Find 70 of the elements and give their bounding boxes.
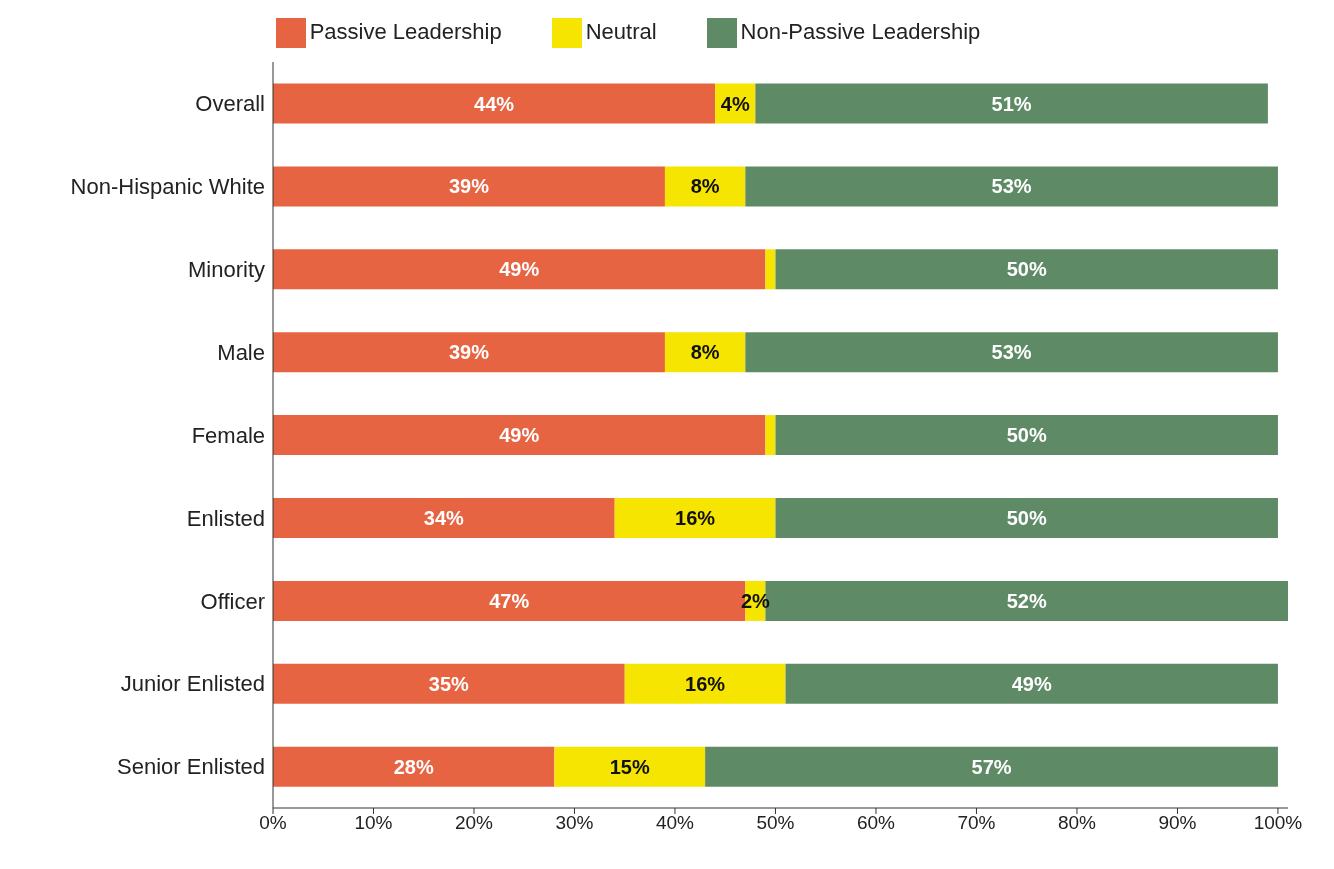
bar: [765, 249, 776, 290]
data-label: 53%: [991, 341, 1032, 364]
bar: [745, 332, 1278, 373]
data-label: 28%: [393, 755, 434, 778]
data-label: 8%: [690, 175, 720, 198]
x-tick-label: 70%: [957, 812, 996, 834]
data-label: 16%: [675, 507, 716, 529]
legend-label: Non-Passive Leadership: [740, 18, 981, 44]
bar: [273, 83, 716, 124]
data-label: 53%: [991, 175, 1032, 198]
data-label: 35%: [428, 672, 470, 695]
bar: [614, 498, 776, 538]
bar: [745, 166, 1278, 207]
bar: [775, 498, 1278, 538]
x-tick-label: 30%: [555, 812, 594, 834]
data-label: 49%: [499, 424, 540, 447]
y-tick-label: Officer: [200, 588, 265, 614]
x-tick-label: 90%: [1158, 812, 1197, 834]
bar: [273, 663, 625, 704]
data-label: 49%: [1011, 672, 1052, 695]
bar: [664, 166, 746, 207]
bar: [664, 332, 746, 373]
legend-label: Neutral: [585, 18, 657, 44]
data-label: 50%: [1006, 424, 1047, 447]
bar: [785, 663, 1278, 704]
data-label: 44%: [474, 92, 515, 115]
data-label: 39%: [448, 341, 490, 364]
data-label: 49%: [499, 258, 540, 281]
data-label: 50%: [1006, 258, 1047, 281]
data-label: 15%: [609, 755, 650, 778]
y-tick-label: Enlisted: [186, 505, 265, 531]
x-tick-label: 10%: [354, 812, 393, 834]
x-tick-label: 100%: [1253, 812, 1303, 834]
bar: [705, 746, 1278, 787]
bar: [775, 415, 1278, 456]
bar: [624, 663, 786, 704]
legend-label: Passive Leadership: [309, 18, 502, 44]
bar: [273, 332, 665, 373]
bar: [273, 746, 555, 787]
y-tick-label: Junior Enlisted: [120, 671, 265, 697]
y-tick-label: Overall: [195, 91, 265, 117]
bar: [273, 498, 615, 538]
y-tick-label: Male: [217, 339, 265, 365]
x-tick-label: 60%: [856, 812, 896, 834]
data-label: 52%: [1006, 589, 1047, 612]
x-tick-label: 20%: [454, 812, 494, 834]
bar: [755, 83, 1268, 124]
x-tick-label: 0%: [259, 812, 287, 834]
data-label: 47%: [489, 589, 530, 612]
x-tick-label: 80%: [1057, 812, 1097, 834]
data-label: 8%: [690, 341, 720, 364]
bar: [775, 249, 1278, 290]
bar: [554, 746, 706, 787]
data-label: 57%: [971, 755, 1012, 778]
bar: [765, 415, 776, 456]
bar: [273, 249, 766, 290]
y-tick-label: Non-Hispanic White: [70, 174, 265, 200]
y-tick-label: Minority: [187, 257, 265, 283]
x-tick-label: 50%: [756, 812, 795, 834]
data-label: 34%: [423, 507, 465, 529]
data-label: 39%: [448, 175, 490, 198]
bar: [273, 415, 766, 456]
data-label: 50%: [1006, 507, 1047, 529]
x-tick-label: 40%: [655, 812, 695, 834]
bar: [273, 166, 665, 207]
data-label: 51%: [991, 92, 1032, 115]
data-label: 4%: [720, 92, 750, 115]
y-tick-label: Female: [191, 422, 265, 448]
data-label: 16%: [685, 672, 726, 695]
y-tick-label: Senior Enlisted: [117, 754, 265, 780]
